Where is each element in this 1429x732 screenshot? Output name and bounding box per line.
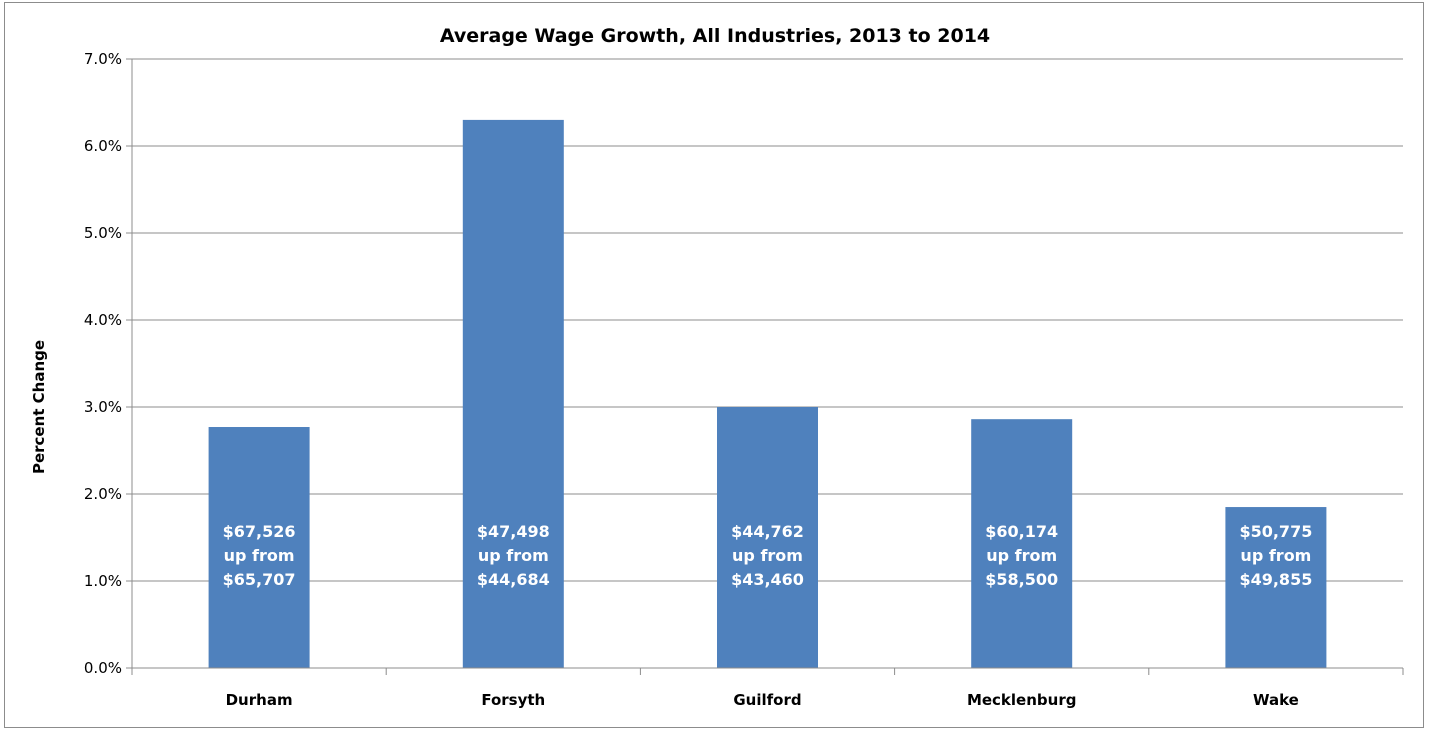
bar-data-label: $65,707	[223, 570, 296, 589]
bars: $67,526 up from $65,707 $47,498 up from $44,6…	[208, 119, 1327, 668]
bar-forsyth	[462, 119, 564, 668]
chart-frame	[4, 2, 1424, 728]
bar-data-label: up from	[986, 546, 1057, 565]
axes	[131, 59, 1403, 669]
x-tick-label: Mecklenburg	[967, 691, 1077, 709]
bar-data-label: $67,526	[223, 522, 296, 541]
y-axis-ticks: 0.0% 1.0% 2.0% 3.0% 4.0% 5.0% 6.0% 7.0%	[84, 50, 132, 677]
y-tick-label: 4.0%	[84, 311, 122, 329]
y-tick-label: 0.0%	[84, 659, 122, 677]
x-axis-ticks: Durham Forsyth Guilford Mecklenburg Wake	[131, 668, 1404, 709]
y-tick-label: 3.0%	[84, 398, 122, 416]
y-axis-label: Percent Change	[30, 340, 48, 474]
bar-data-label: $49,855	[1239, 570, 1312, 589]
bar-data-label: $50,775	[1239, 522, 1312, 541]
gridlines	[132, 58, 1403, 582]
y-tick-label: 1.0%	[84, 572, 122, 590]
bar-data-label: $60,174	[985, 522, 1058, 541]
y-tick-label: 2.0%	[84, 485, 122, 503]
y-tick-label: 6.0%	[84, 137, 122, 155]
bar-durham	[208, 427, 310, 668]
bar-guilford	[717, 407, 818, 668]
bar-data-label: $44,684	[477, 570, 550, 589]
y-tick-label: 5.0%	[84, 224, 122, 242]
x-tick-label: Wake	[1253, 691, 1299, 709]
chart-title: Average Wage Growth, All Industries, 201…	[440, 25, 990, 47]
x-tick-label: Durham	[226, 691, 293, 709]
bar-data-label: up from	[224, 546, 295, 565]
y-tick-label: 7.0%	[84, 50, 122, 68]
x-tick-label: Guilford	[733, 691, 801, 709]
bar-data-label: $58,500	[985, 570, 1058, 589]
bar-mecklenburg	[971, 419, 1073, 668]
bar-data-label: up from	[732, 546, 803, 565]
x-tick-label: Forsyth	[481, 691, 545, 709]
bar-data-label: up from	[478, 546, 549, 565]
bar-data-label: up from	[1240, 546, 1311, 565]
bar-data-label: $47,498	[477, 522, 550, 541]
bar-wake	[1225, 507, 1327, 668]
bar-data-label: $44,762	[731, 522, 804, 541]
bar-data-label: $43,460	[731, 570, 804, 589]
